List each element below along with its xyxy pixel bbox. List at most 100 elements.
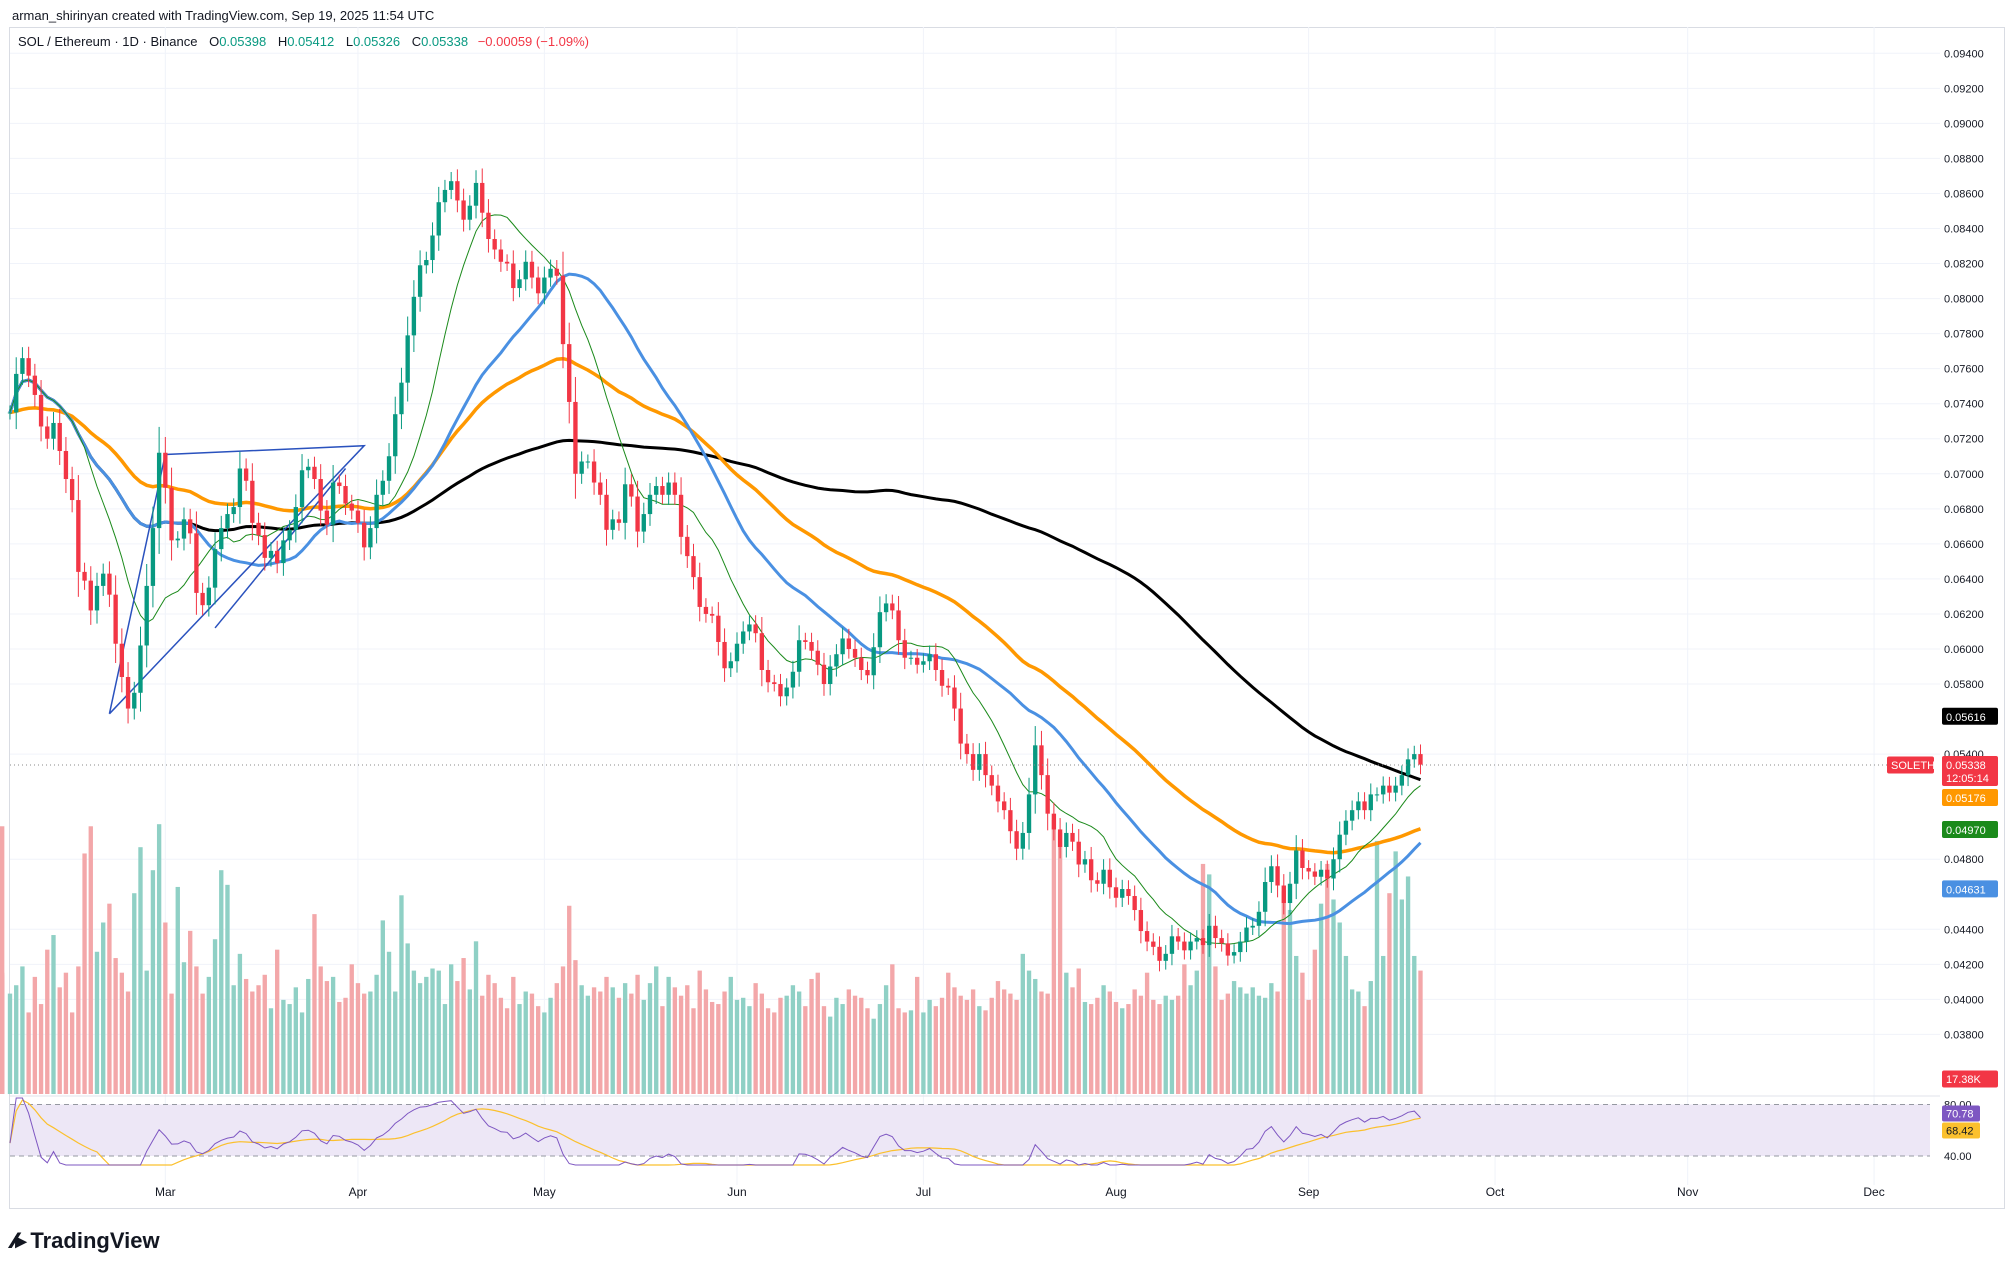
candle-body	[188, 519, 193, 534]
price-tick-label: 0.06600	[1944, 539, 1984, 551]
candle	[939, 659, 945, 697]
candle-body	[796, 640, 802, 672]
candle	[461, 188, 466, 232]
triangle-pattern-drawing[interactable]	[108, 444, 367, 715]
candle	[14, 357, 19, 430]
candle-body	[753, 624, 758, 634]
candle	[132, 681, 137, 720]
candle	[1294, 835, 1299, 900]
volume-bar	[32, 976, 38, 1094]
trend-line-drawing[interactable]	[214, 468, 347, 629]
candle	[610, 509, 615, 540]
candle	[281, 527, 286, 576]
candle	[908, 650, 914, 665]
candle-body	[641, 514, 646, 532]
price-tick-label: 0.04400	[1944, 924, 1984, 936]
candle	[604, 479, 609, 546]
candle-body	[1387, 785, 1392, 793]
volume-bar	[604, 976, 609, 1094]
candle	[231, 498, 236, 523]
candle	[1269, 855, 1274, 893]
candle	[678, 477, 684, 555]
candle-body	[883, 603, 889, 613]
volume-bar	[883, 985, 889, 1094]
ma-price-badge: 0.04631	[1942, 880, 1998, 898]
candle-body	[293, 507, 298, 530]
volume-bar	[20, 966, 25, 1094]
candle-body	[1169, 936, 1175, 954]
candle-body	[1343, 820, 1349, 835]
volume-bar	[753, 983, 758, 1094]
volume-bar	[548, 997, 553, 1094]
candle-body	[1051, 813, 1057, 830]
volume-bar	[355, 983, 361, 1094]
candle-body	[958, 708, 963, 744]
volume-bar	[330, 976, 336, 1094]
candle	[722, 628, 727, 682]
time-tick-label: May	[533, 1185, 556, 1199]
high-label: H	[277, 34, 288, 49]
candle-body	[1045, 775, 1050, 814]
candle	[560, 251, 566, 369]
candle-body	[480, 182, 485, 213]
candle	[685, 525, 690, 568]
price-tick-label: 0.07000	[1944, 469, 1984, 481]
candle	[517, 270, 522, 298]
price-tick-label: 0.08800	[1944, 153, 1984, 165]
change-value: −0.00059 (−1.09%)	[477, 34, 590, 49]
volume-bar	[1132, 989, 1137, 1094]
tradingview-logo[interactable]: ⁄⁄▸ TradingView	[12, 1228, 160, 1254]
candle	[1225, 933, 1231, 966]
volume-bar	[567, 905, 572, 1094]
candle	[312, 456, 317, 490]
candle	[989, 765, 994, 796]
candle	[703, 598, 709, 623]
volume-bar	[1126, 1004, 1131, 1094]
candle-body	[324, 510, 330, 525]
volume-bar	[871, 1018, 876, 1094]
ma-price-badge: 0.04970	[1942, 820, 1998, 838]
symbol-name[interactable]: SOL / Ethereum · 1D · Binance	[18, 34, 198, 49]
candle	[958, 692, 963, 760]
volume-bar	[362, 993, 367, 1094]
candle-body	[747, 624, 752, 632]
volume-bar	[324, 981, 330, 1094]
candle	[964, 733, 970, 764]
candle-body	[393, 414, 398, 457]
candle	[206, 576, 212, 617]
candle	[647, 482, 653, 526]
candle-body	[933, 654, 938, 671]
candle-body	[1064, 832, 1069, 847]
volume-badge-bg	[1942, 1070, 1998, 1088]
candle	[1014, 819, 1019, 861]
candle-body	[529, 261, 535, 278]
volume-bar	[1399, 899, 1405, 1094]
candle	[1331, 847, 1336, 891]
volume-bar	[784, 995, 789, 1094]
sma-20-line	[9, 214, 1421, 945]
candle	[598, 472, 603, 505]
volume-bar	[486, 974, 491, 1094]
volume-bar	[480, 995, 485, 1094]
volume-bar	[554, 983, 559, 1094]
volume-bar	[1262, 997, 1268, 1094]
volume-bar	[343, 997, 348, 1094]
candle	[138, 626, 143, 712]
volume-bar	[517, 1004, 522, 1094]
candle	[579, 451, 584, 484]
candle	[69, 466, 75, 513]
candles	[7, 168, 1423, 972]
candle-body	[610, 519, 615, 530]
volume-bar	[1188, 985, 1193, 1094]
volume-bar	[772, 1012, 777, 1094]
candle	[865, 661, 870, 684]
candle-body	[45, 426, 50, 439]
volume-bar	[542, 1012, 547, 1094]
symbol-badge: SOLETH	[1887, 756, 1935, 774]
volume-bar	[654, 966, 659, 1094]
candle	[1387, 776, 1392, 802]
candle-body	[281, 540, 286, 564]
candle	[784, 678, 789, 706]
candle-body	[660, 486, 665, 495]
